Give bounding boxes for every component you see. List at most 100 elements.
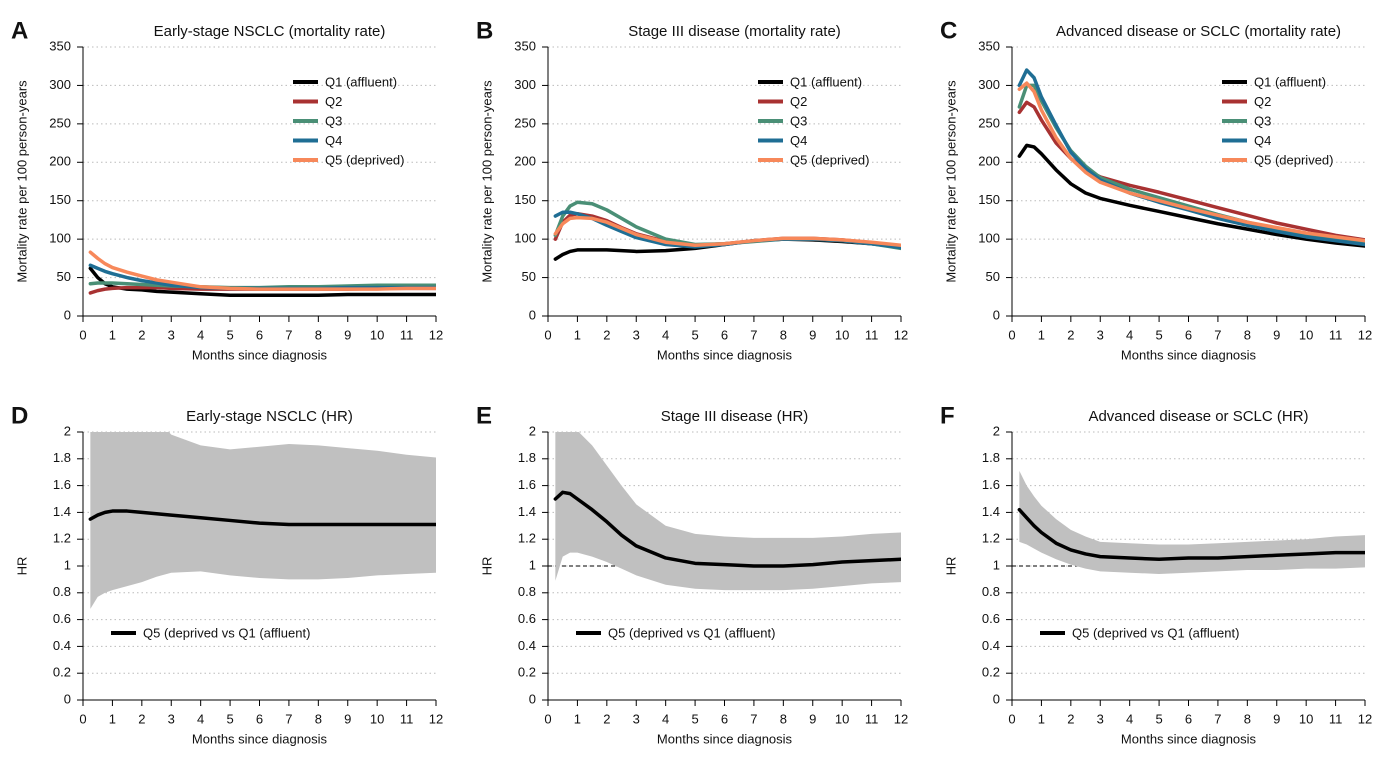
x-tick-label: 3	[633, 327, 640, 342]
legend-label: Q4	[325, 133, 342, 148]
y-tick-label: 0.2	[53, 665, 71, 680]
x-tick-label: 3	[1097, 711, 1104, 726]
y-tick-label: 250	[49, 115, 71, 130]
legend-label: Q5 (deprived vs Q1 (affluent)	[1072, 625, 1239, 640]
legend-label: Q1 (affluent)	[790, 74, 862, 89]
y-tick-label: 300	[978, 77, 1000, 92]
confidence-band	[1019, 470, 1365, 575]
x-tick-label: 1	[574, 711, 581, 726]
x-tick-label: 10	[1299, 327, 1313, 342]
y-tick-label: 150	[49, 192, 71, 207]
y-tick-label: 1.8	[982, 450, 1000, 465]
y-tick-label: 250	[514, 115, 536, 130]
x-tick-label: 1	[1038, 711, 1045, 726]
x-tick-label: 0	[1008, 711, 1015, 726]
x-tick-label: 4	[662, 327, 669, 342]
x-tick-label: 9	[1273, 327, 1280, 342]
x-tick-label: 5	[691, 327, 698, 342]
x-tick-label: 9	[809, 711, 816, 726]
x-tick-label: 9	[1273, 711, 1280, 726]
legend-label: Q5 (deprived vs Q1 (affluent)	[143, 625, 310, 640]
chart-title: Advanced disease or SCLC (mortality rate…	[1056, 23, 1341, 40]
x-tick-label: 6	[721, 711, 728, 726]
legend-label: Q5 (deprived)	[325, 152, 404, 167]
legend-label: Q5 (deprived)	[1254, 152, 1333, 167]
x-tick-label: 5	[226, 327, 233, 342]
x-tick-label: 1	[574, 327, 581, 342]
legend-label: Q4	[790, 133, 807, 148]
x-axis-label: Months since diagnosis	[657, 347, 793, 362]
x-tick-label: 12	[894, 711, 908, 726]
chart-title: Early-stage NSCLC (mortality rate)	[154, 23, 386, 40]
x-tick-label: 10	[835, 327, 849, 342]
y-tick-label: 1	[529, 557, 536, 572]
legend-label: Q4	[1254, 133, 1271, 148]
y-axis-label: HR	[14, 557, 29, 576]
x-tick-label: 1	[109, 327, 116, 342]
x-tick-label: 1	[109, 711, 116, 726]
x-tick-label: 12	[429, 327, 443, 342]
y-tick-label: 1.2	[518, 531, 536, 546]
series-line	[1017, 81, 1365, 243]
y-tick-label: 150	[514, 192, 536, 207]
plot-area	[88, 432, 436, 609]
x-tick-label: 7	[750, 327, 757, 342]
y-axis-label: HR	[943, 557, 958, 576]
y-tick-label: 1.8	[518, 450, 536, 465]
x-tick-label: 5	[226, 711, 233, 726]
y-tick-label: 0	[64, 691, 71, 706]
x-tick-label: 9	[809, 327, 816, 342]
x-tick-label: 6	[1185, 327, 1192, 342]
x-tick-label: 7	[285, 711, 292, 726]
legend-label: Q2	[790, 94, 807, 109]
y-tick-label: 350	[514, 38, 536, 53]
y-tick-label: 1.4	[518, 504, 536, 519]
y-axis-label: HR	[479, 557, 494, 576]
y-tick-label: 50	[522, 269, 536, 284]
x-tick-label: 0	[544, 327, 551, 342]
y-tick-label: 0.2	[982, 665, 1000, 680]
legend-label: Q1 (affluent)	[1254, 74, 1326, 89]
x-tick-label: 4	[1126, 711, 1133, 726]
plot-area	[1017, 68, 1365, 248]
x-tick-label: 11	[865, 327, 879, 342]
y-tick-label: 200	[514, 154, 536, 169]
series-line	[88, 266, 436, 297]
y-axis-label: Mortality rate per 100 person-years	[479, 80, 494, 283]
x-tick-label: 7	[1214, 327, 1221, 342]
y-tick-label: 2	[993, 423, 1000, 438]
x-tick-label: 8	[315, 327, 322, 342]
x-tick-label: 6	[1185, 711, 1192, 726]
y-tick-label: 0.8	[518, 584, 536, 599]
y-tick-label: 0	[529, 307, 536, 322]
legend-label: Q2	[325, 94, 342, 109]
y-tick-label: 250	[978, 115, 1000, 130]
y-tick-label: 100	[49, 231, 71, 246]
x-tick-label: 8	[1244, 711, 1251, 726]
chart-title: Early-stage NSCLC (HR)	[186, 408, 353, 425]
y-axis-label: Mortality rate per 100 person-years	[943, 80, 958, 283]
x-tick-label: 1	[1038, 327, 1045, 342]
x-tick-label: 6	[721, 327, 728, 342]
x-tick-label: 0	[1008, 327, 1015, 342]
plot-area	[1017, 470, 1365, 575]
x-tick-label: 12	[429, 711, 443, 726]
y-tick-label: 0.8	[53, 584, 71, 599]
y-tick-label: 0.4	[518, 638, 536, 653]
x-tick-label: 2	[138, 327, 145, 342]
y-tick-label: 0.6	[518, 611, 536, 626]
chart-title: Stage III disease (HR)	[661, 408, 809, 425]
panel-label: D	[11, 402, 28, 429]
y-tick-label: 200	[978, 154, 1000, 169]
x-tick-label: 8	[780, 711, 787, 726]
y-tick-label: 0.4	[53, 638, 71, 653]
legend-label: Q5 (deprived)	[790, 152, 869, 167]
y-tick-label: 1.4	[53, 504, 71, 519]
y-tick-label: 1.4	[982, 504, 1000, 519]
y-tick-label: 1	[64, 557, 71, 572]
y-tick-label: 300	[514, 77, 536, 92]
legend-label: Q2	[1254, 94, 1271, 109]
y-tick-label: 0.4	[982, 638, 1000, 653]
y-tick-label: 0	[64, 307, 71, 322]
